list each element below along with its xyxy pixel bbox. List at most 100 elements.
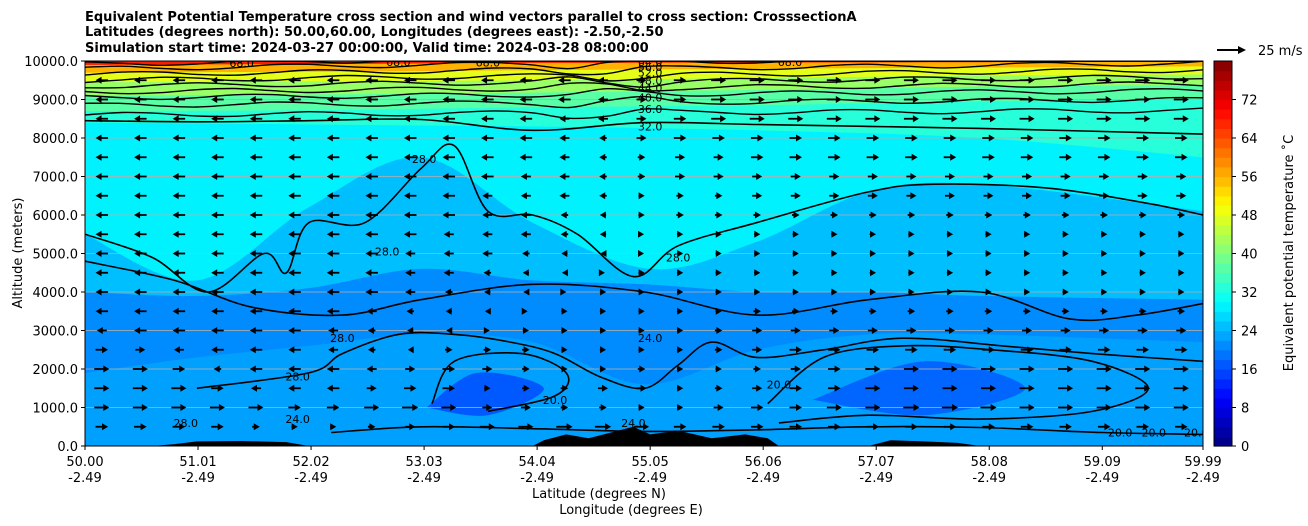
wind-vector bbox=[173, 346, 184, 354]
wind-vector bbox=[328, 327, 339, 334]
wind-vector-head bbox=[172, 115, 179, 123]
wind-vector-head bbox=[483, 327, 490, 334]
wind-vector-head bbox=[1178, 288, 1185, 296]
wind-vector-head bbox=[1181, 134, 1188, 142]
wind-vector-head bbox=[288, 211, 295, 219]
wind-vector-head bbox=[1105, 115, 1112, 123]
wind-vector bbox=[1058, 384, 1074, 392]
x-tick-label-longitude: -2.49 bbox=[1186, 471, 1220, 486]
wind-vector bbox=[676, 346, 684, 354]
wind-vector bbox=[1019, 365, 1035, 373]
wind-vector bbox=[326, 288, 340, 296]
contour-label: 28.0 bbox=[330, 332, 355, 345]
wind-vector-head bbox=[288, 365, 295, 373]
wind-vector-head bbox=[366, 307, 373, 315]
x-tick-label-longitude: -2.49 bbox=[859, 471, 893, 486]
wind-vector bbox=[790, 173, 801, 180]
colorbar-label: Equivalent potential temperature ˚C bbox=[1281, 135, 1297, 371]
wind-vector-head bbox=[990, 115, 997, 123]
wind-vector-head bbox=[1181, 153, 1188, 161]
wind-vector bbox=[1175, 423, 1188, 431]
wind-vector bbox=[982, 153, 995, 161]
wind-vector-head bbox=[1028, 365, 1035, 373]
wind-vector bbox=[828, 384, 841, 392]
contour-line-20.0 bbox=[331, 425, 1203, 436]
wind-vector bbox=[599, 404, 607, 411]
wind-vector bbox=[638, 327, 645, 334]
wind-vector bbox=[95, 173, 109, 180]
wind-vector-head bbox=[835, 76, 842, 84]
wind-vector-head bbox=[211, 115, 218, 123]
wind-vector-head bbox=[211, 327, 218, 334]
wind-vector-head bbox=[95, 230, 102, 238]
wind-vector-head bbox=[638, 269, 645, 277]
wind-vector bbox=[172, 115, 186, 123]
wind-vector bbox=[1137, 327, 1148, 334]
wind-vector bbox=[520, 173, 531, 180]
wind-vector-head bbox=[134, 134, 141, 142]
wind-key-label: 25 m/s bbox=[1258, 44, 1303, 59]
wind-vector-head bbox=[1028, 404, 1035, 411]
wind-vector-head bbox=[326, 173, 333, 180]
wind-vector-head bbox=[717, 173, 724, 180]
wind-vector bbox=[749, 76, 765, 84]
wind-vector-head bbox=[403, 115, 410, 123]
x-tick-label-latitude: 59.99 bbox=[1184, 455, 1221, 470]
wind-vector-head bbox=[172, 307, 179, 315]
wind-vector-head bbox=[1140, 211, 1147, 219]
wind-vector-head bbox=[1142, 346, 1149, 354]
wind-vector-head bbox=[1024, 269, 1031, 277]
wind-vector bbox=[1099, 192, 1110, 200]
wind-vector bbox=[483, 269, 492, 277]
wind-vector-head bbox=[251, 384, 258, 392]
wind-vector bbox=[1061, 307, 1070, 315]
wind-vector-head bbox=[873, 153, 880, 161]
wind-vector bbox=[172, 250, 186, 257]
wind-vector bbox=[559, 192, 570, 200]
x-tick-label-longitude: -2.49 bbox=[1085, 471, 1119, 486]
wind-vector-head bbox=[326, 288, 333, 296]
wind-vector-head bbox=[561, 250, 568, 257]
wind-vector-head bbox=[249, 96, 256, 103]
contour-line-28.0 bbox=[85, 143, 1203, 293]
wind-vector-head bbox=[911, 153, 918, 161]
wind-vector bbox=[1020, 423, 1034, 431]
wind-vector-head bbox=[986, 307, 993, 315]
wind-vector-head bbox=[990, 76, 997, 84]
wind-vector-head bbox=[677, 365, 684, 373]
wind-vector-head bbox=[754, 250, 761, 257]
wind-vector bbox=[1096, 384, 1112, 392]
wind-vector-head bbox=[288, 192, 295, 200]
wind-vector-head bbox=[134, 250, 141, 257]
wind-vector bbox=[442, 423, 456, 431]
wind-vector bbox=[1023, 288, 1031, 296]
wind-vector bbox=[249, 307, 263, 315]
wind-vector-head bbox=[172, 269, 179, 277]
wind-vector bbox=[1173, 365, 1189, 373]
wind-vector-head bbox=[523, 327, 530, 334]
wind-vector bbox=[405, 250, 416, 257]
wind-vector bbox=[636, 115, 647, 123]
wind-vector-head bbox=[792, 288, 799, 296]
wind-vector-head bbox=[1180, 173, 1187, 180]
wind-vector bbox=[826, 76, 842, 84]
wind-vector-head bbox=[874, 404, 881, 411]
wind-vector bbox=[1178, 230, 1185, 238]
wind-vector-head bbox=[988, 346, 995, 354]
wind-vector bbox=[829, 192, 840, 200]
wind-vector-head bbox=[677, 346, 684, 354]
wind-vector-head bbox=[1142, 423, 1149, 431]
wind-vector bbox=[869, 269, 876, 277]
contour-label: 28.0 bbox=[173, 417, 198, 430]
wind-vector-head bbox=[758, 76, 765, 84]
contour-label: 20.0 bbox=[543, 394, 568, 407]
wind-vector-head bbox=[754, 230, 761, 238]
wind-vector-head bbox=[716, 327, 723, 334]
colorbar-swatch bbox=[1214, 147, 1232, 158]
wind-vector-head bbox=[1067, 76, 1074, 84]
contour-label: 28.0 bbox=[375, 246, 400, 259]
wind-vector bbox=[482, 211, 493, 219]
wind-vector bbox=[599, 307, 607, 315]
wind-vector bbox=[519, 115, 533, 123]
wind-vector-head bbox=[757, 423, 764, 431]
